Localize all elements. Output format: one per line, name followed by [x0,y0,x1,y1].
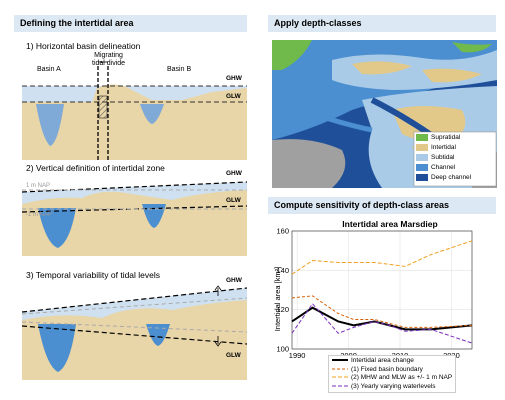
legend-line-swatch [332,359,348,362]
legend-label: Channel [431,164,456,171]
chart-header: Compute sensitivity of depth-class areas [268,197,496,214]
section2-diagram: 1 m NAP -1 m NAP GHW GLW [22,178,247,256]
legend-line-swatch [332,368,348,370]
chart-title: Intertidal area Marsdiep [342,219,438,229]
chart-legend-label: (1) Fixed basin boundary [351,365,423,373]
chart-legend-item: (1) Fixed basin boundary [332,366,452,375]
y-tick-label: 120 [276,305,289,314]
legend-item-subtidal: Subtidal [416,153,471,163]
legend-item-supratidal: Supratidal [416,133,471,143]
chart-legend-label: (3) Yearly varying waterlevels [351,382,436,390]
chart-legend-item: Intertidal area change [332,357,452,366]
legend-label: Deep channel [431,174,472,181]
section3-title: 3) Temporal variability of tidal levels [26,270,161,280]
ghw-label-2b: GHW [226,170,242,177]
legend-label: Intertidal [431,144,456,151]
y-tick-label: 160 [276,227,289,236]
x-tick-label: 1990 [289,351,306,360]
map-header: Apply depth-classes [268,15,496,32]
series-line-0 [291,306,473,331]
basin-a-label: Basin A [37,66,61,73]
basin-b-label: Basin B [167,66,191,73]
legend-swatch [416,133,428,141]
legend-swatch [416,153,428,161]
y-tick-label: 140 [276,266,289,275]
legend-label: Supratidal [431,134,461,141]
ghw-label-1: GHW [226,75,243,82]
divide-label: Migrating tidal divide [92,52,126,67]
legend-item-deep-channel: Deep channel [416,173,471,183]
section3-diagram [22,284,247,380]
nap-minus-label: -1 m NAP [26,212,52,218]
section1-diagram: Basin A Basin B GHW GLW [22,58,247,160]
chart-legend-label: Intertidal area change [351,357,414,364]
legend-label: Subtidal [431,154,455,161]
chart-legend-label: (2) MHW and MLW as +/- 1 m NAP [351,374,453,381]
y-axis-label: Intertidal area [km²] [273,267,282,332]
legend-line-swatch [332,385,348,387]
glw-label-2: GLW [226,197,242,204]
nap-plus-label: 1 m NAP [26,183,50,189]
section2-title: 2) Vertical definition of intertidal zon… [26,163,165,173]
ghw-label-2: GHW [226,178,243,179]
left-header: Defining the intertidal area [14,15,247,32]
series-line-2 [291,240,473,275]
glw-label-1: GLW [226,93,242,100]
chart-legend-item: (3) Yearly varying waterlevels [332,383,452,392]
chart-legend-item: (2) MHW and MLW as +/- 1 m NAP [332,374,452,383]
legend-item-intertidal: Intertidal [416,143,471,153]
map-legend: Supratidal Intertidal Subtidal Channel D… [416,133,471,183]
glw-label-3: GLW [226,352,241,359]
legend-swatch [416,143,428,151]
legend-line-swatch [332,376,348,378]
series-line-1 [291,295,473,328]
legend-swatch [416,173,428,181]
y-tick-label: 100 [276,345,289,354]
legend-item-channel: Channel [416,163,471,173]
depth-class-map [272,40,497,188]
chart-legend: Intertidal area change (1) Fixed basin bo… [328,355,457,393]
ghw-label-3: GHW [226,277,242,284]
plot-frame [291,230,473,350]
section1-title: 1) Horizontal basin delineation [26,41,141,51]
legend-swatch [416,163,428,171]
series-line-3 [291,302,473,344]
